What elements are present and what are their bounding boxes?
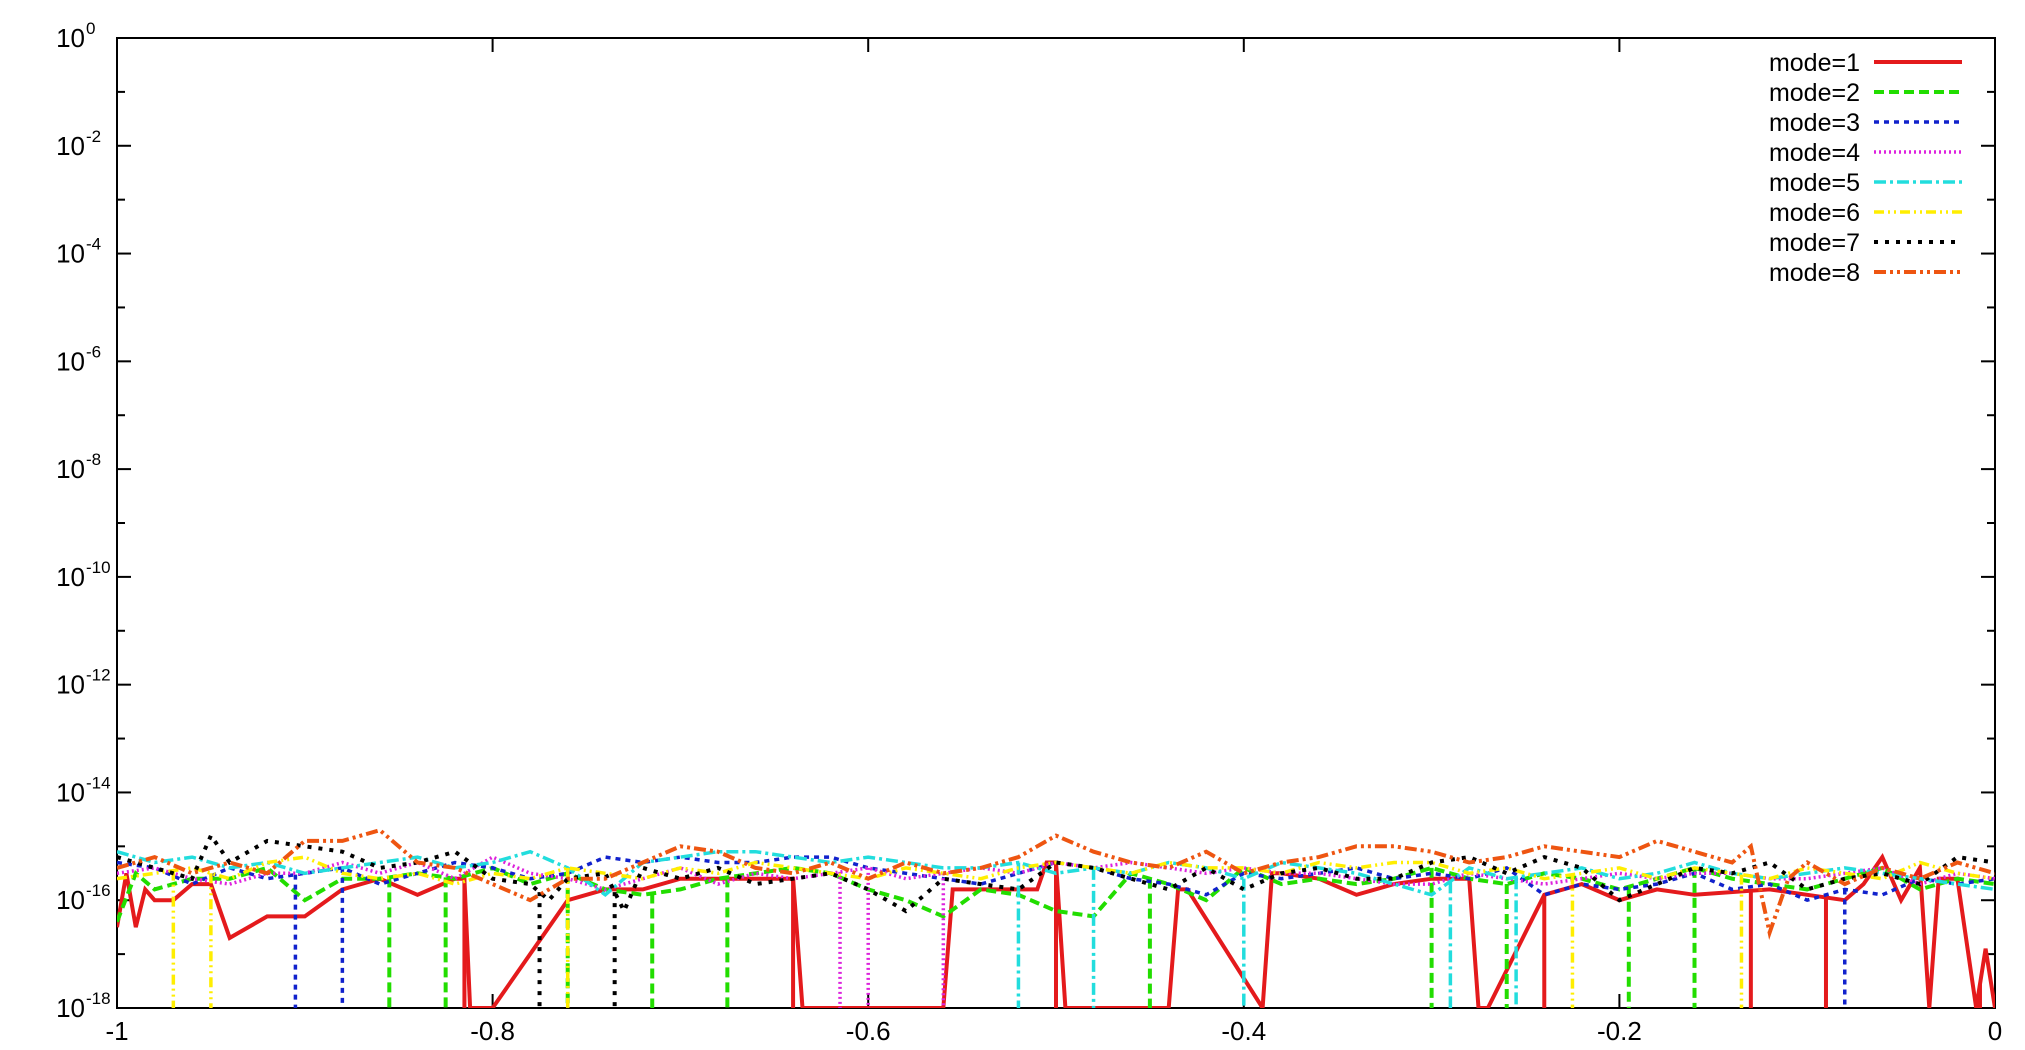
y-tick-label: 10 -16 bbox=[56, 881, 111, 915]
y-tick-base: 10 bbox=[56, 131, 85, 161]
legend-entry: mode=6 bbox=[1769, 199, 1962, 227]
y-tick-base: 10 bbox=[56, 562, 85, 592]
series-line bbox=[117, 849, 1995, 898]
x-tick-label: -0.6 bbox=[846, 1016, 891, 1046]
legend-entry: mode=7 bbox=[1769, 229, 1962, 257]
y-tick-exponent: 0 bbox=[86, 19, 95, 38]
y-tick-exponent: -14 bbox=[86, 773, 111, 792]
series-line bbox=[117, 855, 1995, 886]
y-tick-label: 10 -14 bbox=[56, 773, 111, 807]
y-tick-exponent: -8 bbox=[86, 450, 101, 469]
y-tick-label: 10 -12 bbox=[56, 666, 111, 700]
series-line bbox=[117, 855, 1995, 903]
series-line bbox=[117, 831, 1995, 916]
y-tick-label: 10 0 bbox=[56, 19, 95, 53]
legend-entry: mode=2 bbox=[1769, 79, 1962, 107]
legend-label: mode=7 bbox=[1769, 229, 1860, 257]
legend-entry: mode=1 bbox=[1769, 49, 1962, 77]
series-7 bbox=[117, 831, 1995, 1008]
x-tick-label: -0.8 bbox=[470, 1016, 515, 1046]
y-tick-base: 10 bbox=[56, 23, 85, 53]
y-tick-label: 10 -8 bbox=[56, 450, 101, 484]
x-tick-label: -1 bbox=[105, 1016, 128, 1046]
y-tick-exponent: -10 bbox=[86, 558, 111, 577]
y-tick-exponent: -12 bbox=[86, 666, 111, 685]
legend-entry: mode=8 bbox=[1769, 259, 1962, 287]
series-5 bbox=[117, 849, 1995, 1008]
y-tick-base: 10 bbox=[56, 777, 85, 807]
y-tick-label: 10 -2 bbox=[56, 127, 101, 161]
y-tick-base: 10 bbox=[56, 346, 85, 376]
series-4 bbox=[117, 855, 1995, 1008]
y-tick-base: 10 bbox=[56, 670, 85, 700]
legend-entry: mode=3 bbox=[1769, 109, 1962, 137]
legend-label: mode=8 bbox=[1769, 259, 1860, 287]
y-tick-label: 10 -10 bbox=[56, 558, 111, 592]
legend: mode=1mode=2mode=3mode=4mode=5mode=6mode… bbox=[1769, 49, 1962, 287]
x-tick-label: 0 bbox=[1988, 1016, 2002, 1046]
series-1 bbox=[117, 853, 1995, 1008]
x-tick-label: -0.2 bbox=[1597, 1016, 1642, 1046]
legend-label: mode=4 bbox=[1769, 139, 1860, 167]
y-tick-exponent: -2 bbox=[86, 127, 101, 146]
series-6 bbox=[117, 855, 1995, 1008]
y-tick-base: 10 bbox=[56, 454, 85, 484]
series-line bbox=[117, 853, 1995, 1008]
y-tick-label: 10 -18 bbox=[56, 989, 111, 1023]
y-tick-base: 10 bbox=[56, 885, 85, 915]
legend-label: mode=5 bbox=[1769, 169, 1860, 197]
y-tick-exponent: -18 bbox=[86, 989, 111, 1008]
y-tick-base: 10 bbox=[56, 993, 85, 1023]
y-tick-label: 10 -6 bbox=[56, 342, 101, 376]
series-layer bbox=[117, 827, 1995, 1008]
y-tick-label: 10 -4 bbox=[56, 235, 101, 269]
legend-label: mode=2 bbox=[1769, 79, 1860, 107]
y-tick-exponent: -4 bbox=[86, 235, 101, 254]
x-axis: -1 -0.8 -0.6 -0.4 -0.2 0 bbox=[105, 38, 2002, 1046]
y-tick-exponent: -6 bbox=[86, 342, 101, 361]
x-tick-label: -0.4 bbox=[1221, 1016, 1266, 1046]
series-3 bbox=[117, 855, 1995, 1008]
legend-label: mode=1 bbox=[1769, 49, 1860, 77]
series-8 bbox=[117, 827, 1995, 940]
legend-label: mode=6 bbox=[1769, 199, 1860, 227]
legend-entry: mode=5 bbox=[1769, 169, 1962, 197]
y-tick-exponent: -16 bbox=[86, 881, 111, 900]
legend-entry: mode=4 bbox=[1769, 139, 1962, 167]
legend-label: mode=3 bbox=[1769, 109, 1860, 137]
y-tick-base: 10 bbox=[56, 239, 85, 269]
series-line bbox=[117, 827, 1995, 940]
